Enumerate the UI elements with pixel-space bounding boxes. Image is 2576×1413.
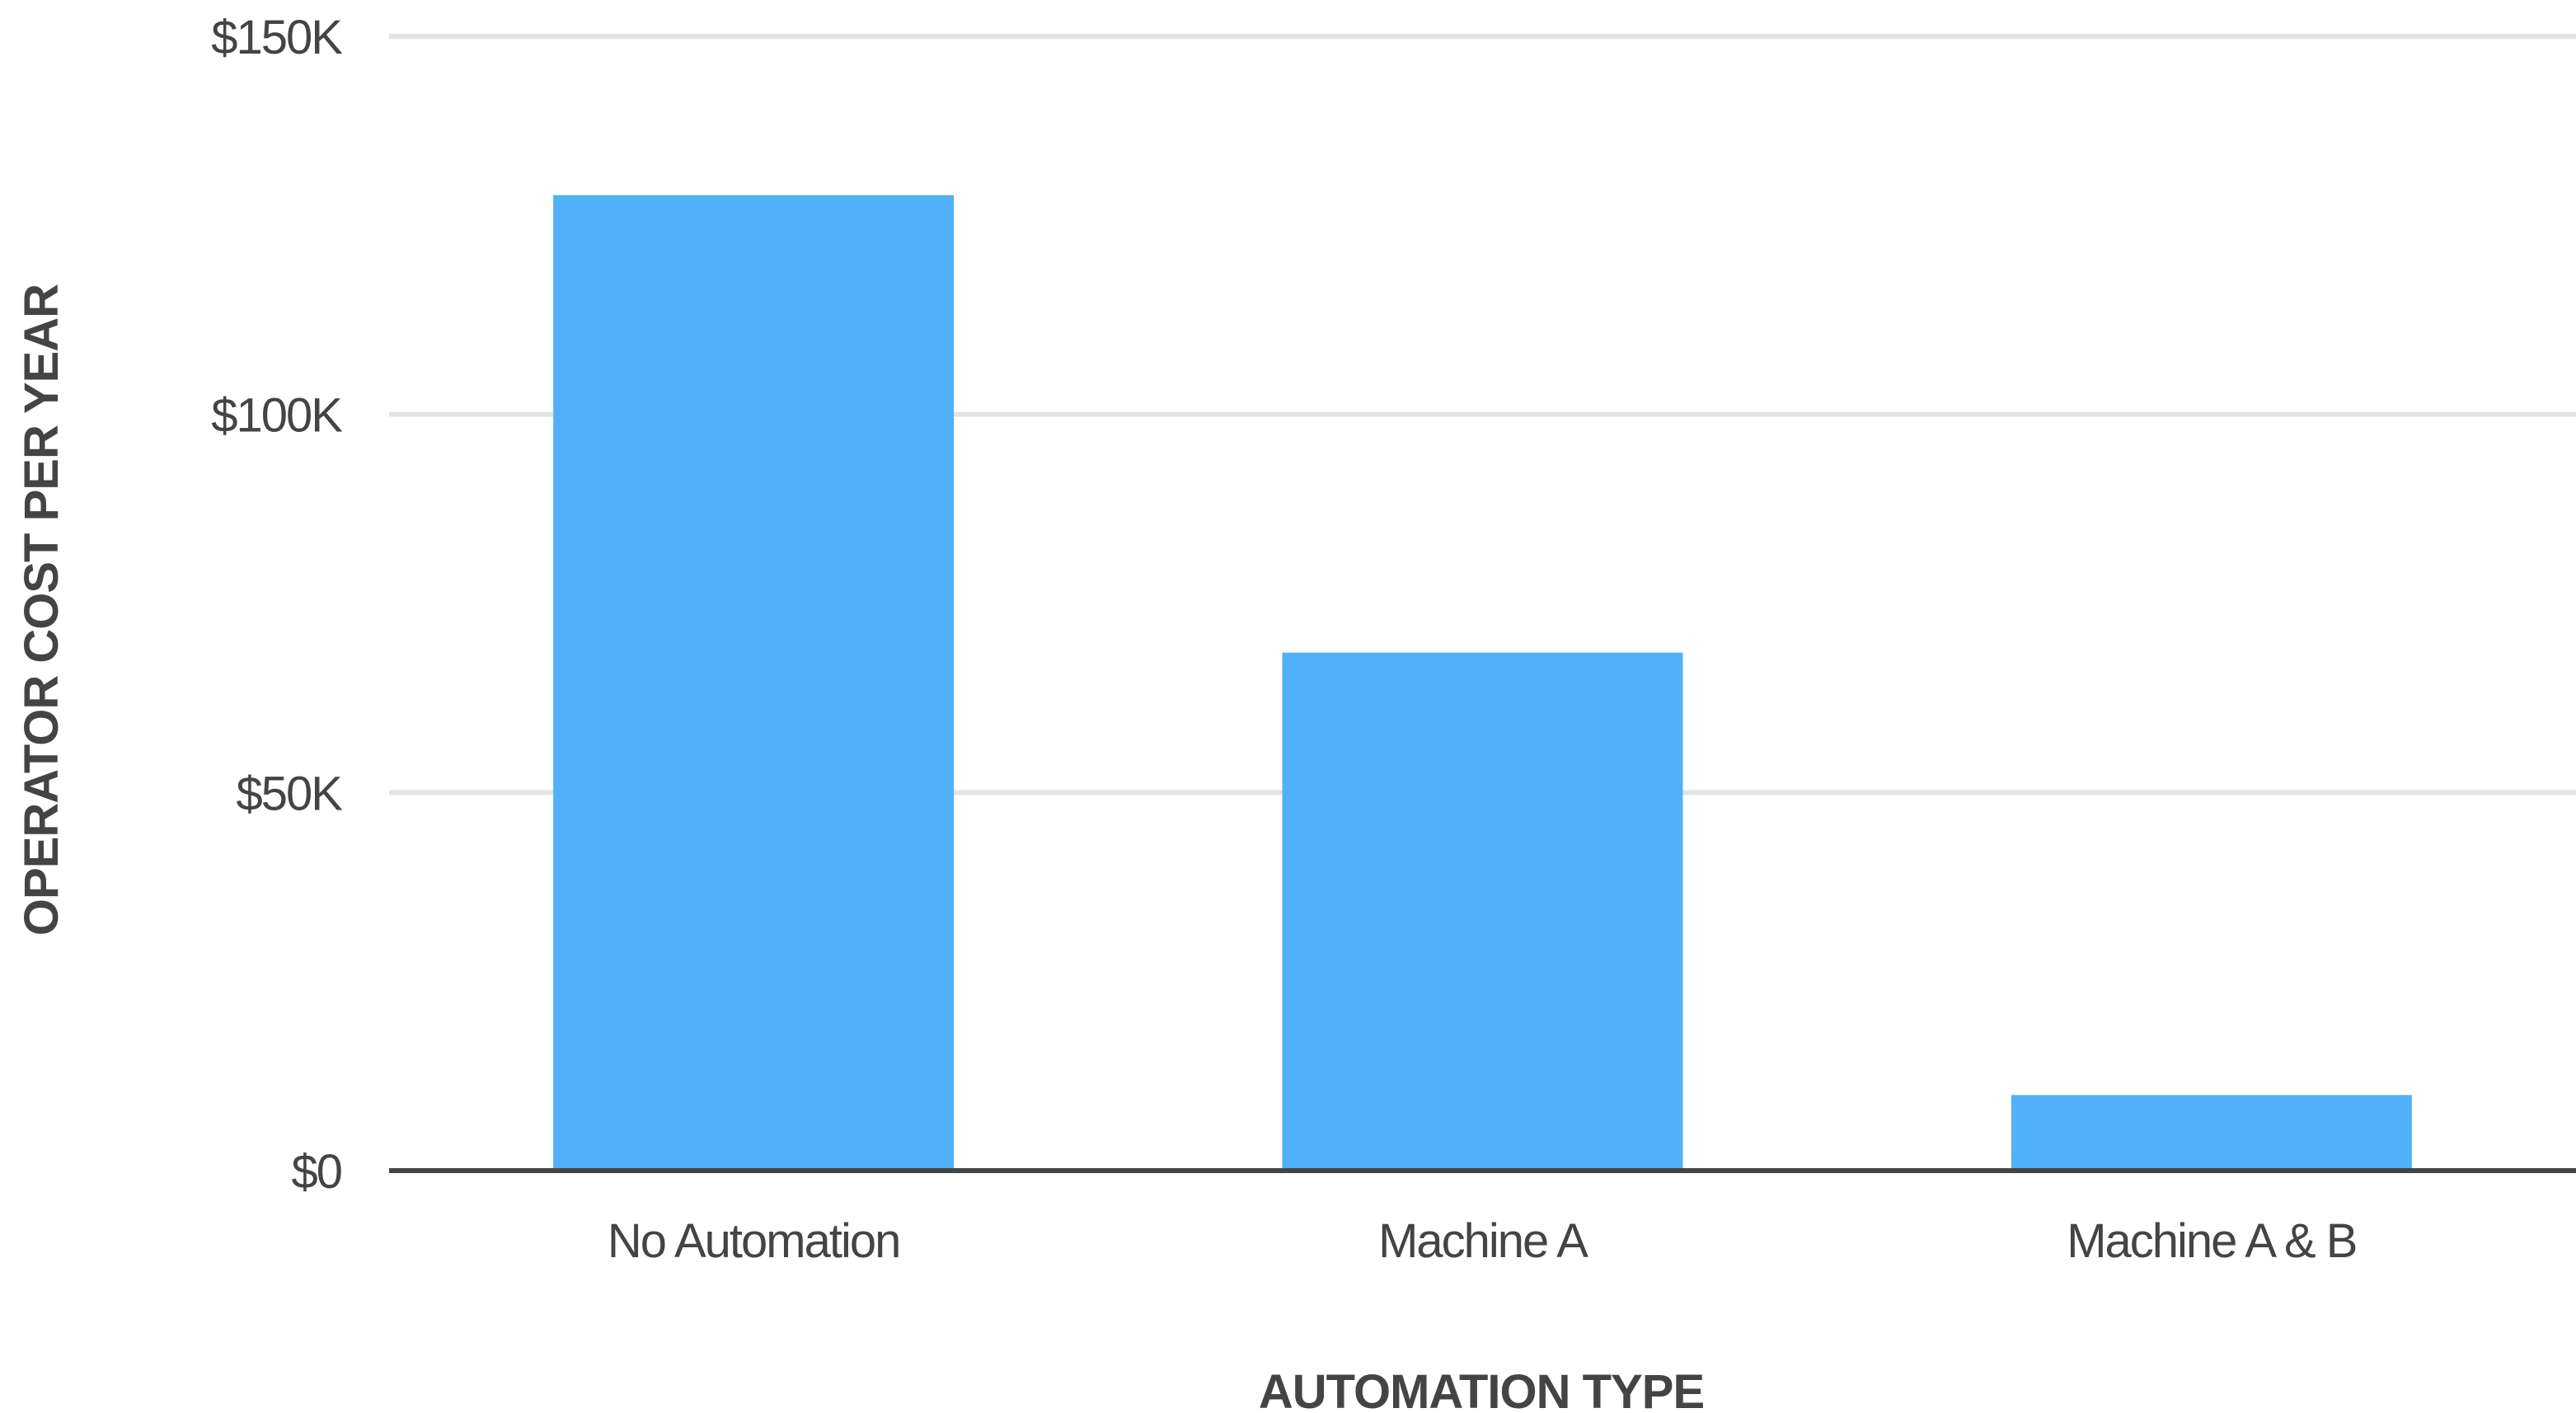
bar <box>553 195 955 1171</box>
y-tick-label: $0 <box>291 1145 341 1199</box>
x-tick-label: Machine A & B <box>2067 1214 2356 1268</box>
x-tick-label: Machine A <box>1378 1214 1588 1268</box>
bar <box>2011 1095 2412 1171</box>
x-tick-label: No Automation <box>608 1214 899 1268</box>
y-axis-title: OPERATOR COST PER YEAR <box>15 284 68 936</box>
bars <box>553 195 2412 1171</box>
x-axis-title: AUTOMATION TYPE <box>1259 1365 1704 1413</box>
y-tick-label: $100K <box>211 389 343 443</box>
y-tick-label: $50K <box>237 767 344 820</box>
y-axis-tick-labels: $0 $50K $100K $150K <box>211 11 345 1199</box>
bar <box>1282 652 1683 1171</box>
y-tick-label: $150K <box>211 11 343 64</box>
x-axis-tick-labels: No Automation Machine A Machine A & B <box>608 1214 2358 1268</box>
